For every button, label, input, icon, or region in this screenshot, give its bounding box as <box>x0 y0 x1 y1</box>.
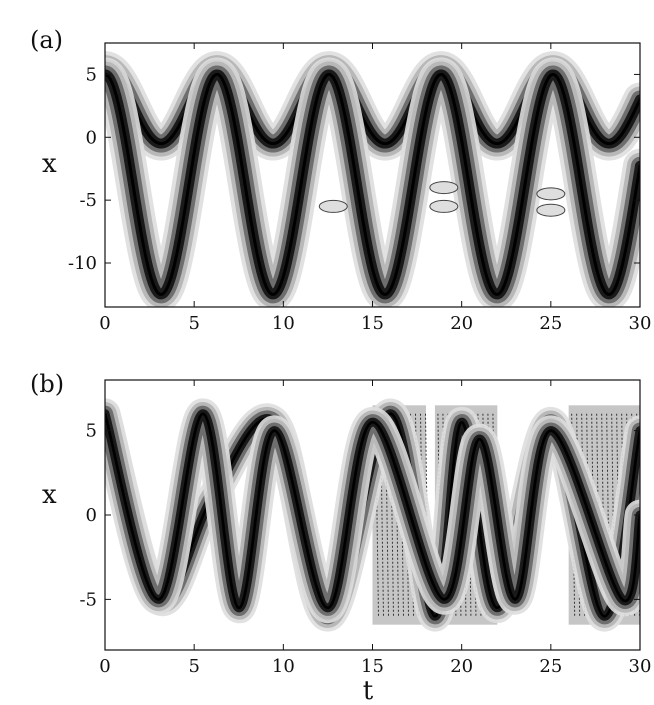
lower-band-contour-4 <box>105 72 640 296</box>
panel-a-plot: 0 5 10 15 20 25 30 5 0 -5 -10 <box>68 42 652 334</box>
y-tick-label: 0 <box>86 127 97 148</box>
panel-b-ylabel: x <box>42 480 57 510</box>
x-tick-label: 5 <box>188 656 199 677</box>
contour-field <box>105 51 640 307</box>
y-tick-label: 5 <box>86 64 97 85</box>
path-2-contour-4 <box>105 412 640 610</box>
x-tick-label: 30 <box>629 313 652 334</box>
panel-a-label: (a) <box>30 26 63 54</box>
y-tick-label: 0 <box>86 505 97 526</box>
panel-b-label: (b) <box>30 370 64 398</box>
y-tick-label: -5 <box>79 190 97 211</box>
contour-blob <box>536 203 566 217</box>
x-tick-label: 0 <box>99 656 110 677</box>
x-tick-label: 10 <box>272 656 295 677</box>
y-tick-label: 5 <box>86 421 97 442</box>
contour-blob <box>536 187 566 201</box>
x-tick-label: 25 <box>539 656 562 677</box>
x-tick-label: 20 <box>450 656 473 677</box>
contour-blob <box>429 199 459 213</box>
panel-b-plot: 0 5 10 15 20 25 30 5 0 -5 <box>79 379 652 677</box>
y-tick-label: -10 <box>68 253 97 274</box>
x-tick-label: 20 <box>450 313 473 334</box>
contour-blob <box>318 199 348 213</box>
x-tick-label: 5 <box>188 313 199 334</box>
x-tick-label: 25 <box>539 313 562 334</box>
panel-b-xlabel: t <box>363 676 374 705</box>
x-tick-label: 0 <box>99 313 110 334</box>
x-tick-label: 30 <box>629 656 652 677</box>
y-tick-label: -5 <box>79 589 97 610</box>
contour-blob <box>429 181 459 195</box>
contour-field <box>105 398 640 632</box>
x-tick-label: 15 <box>361 656 384 677</box>
x-tick-label: 10 <box>272 313 295 334</box>
x-tick-label: 15 <box>361 313 384 334</box>
panel-a-ylabel: x <box>42 149 57 179</box>
